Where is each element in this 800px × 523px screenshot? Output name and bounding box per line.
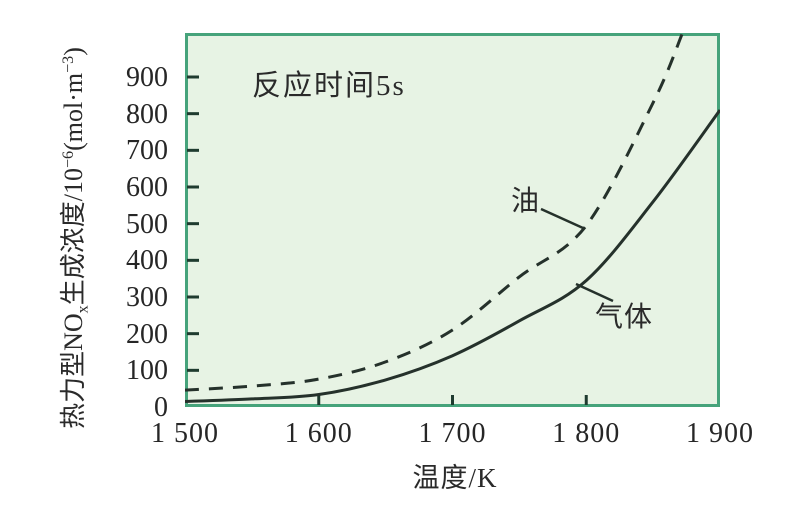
series-label-oil: 油 [511,186,540,217]
x-tick-label: 1 800 [552,418,621,449]
y-tick-label: 700 [126,135,168,167]
y-tick-label: 600 [126,172,168,203]
y-tick-label: 900 [126,62,168,93]
curve-oil [185,33,684,392]
y-tick-label: 300 [126,282,168,313]
x-tick-label: 1 500 [151,418,219,449]
series-label-gas: 气体 [595,302,654,333]
y-tick-label: 200 [126,318,168,350]
oil-leader-line [540,207,584,230]
y-tick-label: 800 [126,98,168,130]
y-tick-label: 100 [126,355,168,387]
y-tick-label: 500 [126,208,168,240]
x-tick-label: 1 900 [686,418,754,449]
gas-leader-line [575,282,614,303]
x-tick-label: 1 700 [418,418,487,449]
curve-gas [185,109,720,403]
y-tick-label: 0 [154,392,168,423]
x-tick-label: 1 600 [284,418,353,449]
reaction-time-annotation: 反应时间5s [252,70,406,102]
y-axis-title: 热力型NOx生成浓度/10−6(mol·m−3) [58,47,92,429]
x-axis-title: 温度/K [412,463,498,493]
y-tick-label: 400 [126,245,168,277]
plot-area [185,33,720,407]
